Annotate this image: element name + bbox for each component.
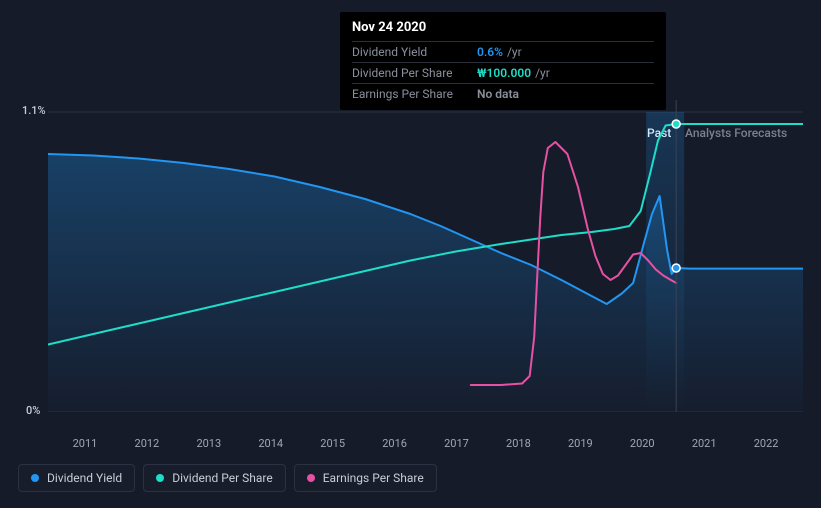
y-axis-max-label: 1.1% <box>22 104 46 117</box>
chart-legend: Dividend Yield Dividend Per Share Earnings… <box>18 464 437 492</box>
x-axis-tick: 2011 <box>54 437 116 450</box>
tooltip-row-value: No data <box>477 87 519 101</box>
legend-label: Dividend Yield <box>47 471 122 485</box>
legend-dot <box>307 474 315 482</box>
x-axis-tick: 2014 <box>240 437 302 450</box>
x-axis: 2011201220132014201520162017201820192020… <box>48 437 803 450</box>
tooltip-row: Dividend Per Share₩100.000/yr <box>352 62 654 83</box>
x-axis-tick: 2019 <box>549 437 611 450</box>
tooltip-row-value: 0.6% <box>477 45 503 59</box>
dividend-chart: 1.1% 0% Past Analysts Forecasts 20112012… <box>0 0 821 508</box>
x-axis-tick: 2012 <box>116 437 178 450</box>
tooltip-row-unit: /yr <box>535 66 550 80</box>
x-axis-tick: 2022 <box>735 437 797 450</box>
tooltip-row: Earnings Per ShareNo data <box>352 83 654 104</box>
x-axis-tick: 2017 <box>426 437 488 450</box>
x-axis-tick: 2021 <box>673 437 735 450</box>
chart-tooltip: Nov 24 2020 Dividend Yield0.6%/yrDividen… <box>340 12 666 110</box>
tooltip-row-label: Dividend Yield <box>352 45 477 59</box>
x-axis-tick: 2020 <box>611 437 673 450</box>
legend-item-dividend-per-share[interactable]: Dividend Per Share <box>143 464 286 492</box>
tooltip-row-value: ₩100.000 <box>477 66 531 80</box>
tooltip-date: Nov 24 2020 <box>352 20 654 41</box>
x-axis-tick: 2016 <box>364 437 426 450</box>
legend-dot <box>31 474 39 482</box>
legend-label: Dividend Per Share <box>172 471 273 485</box>
tooltip-row: Dividend Yield0.6% /yr <box>352 41 654 62</box>
legend-item-earnings-per-share[interactable]: Earnings Per Share <box>294 464 437 492</box>
tooltip-row-label: Dividend Per Share <box>352 66 477 80</box>
x-axis-tick: 2015 <box>302 437 364 450</box>
x-axis-tick: 2018 <box>487 437 549 450</box>
tooltip-row-label: Earnings Per Share <box>352 87 477 101</box>
legend-item-dividend-yield[interactable]: Dividend Yield <box>18 464 135 492</box>
tooltip-rows: Dividend Yield0.6%/yrDividend Per Share₩… <box>352 41 654 104</box>
legend-dot <box>156 474 164 482</box>
y-axis-min-label: 0% <box>26 404 40 417</box>
x-axis-tick: 2013 <box>178 437 240 450</box>
chart-svg[interactable] <box>48 100 803 412</box>
tooltip-row-unit: /yr <box>507 45 522 59</box>
legend-label: Earnings Per Share <box>323 471 424 485</box>
